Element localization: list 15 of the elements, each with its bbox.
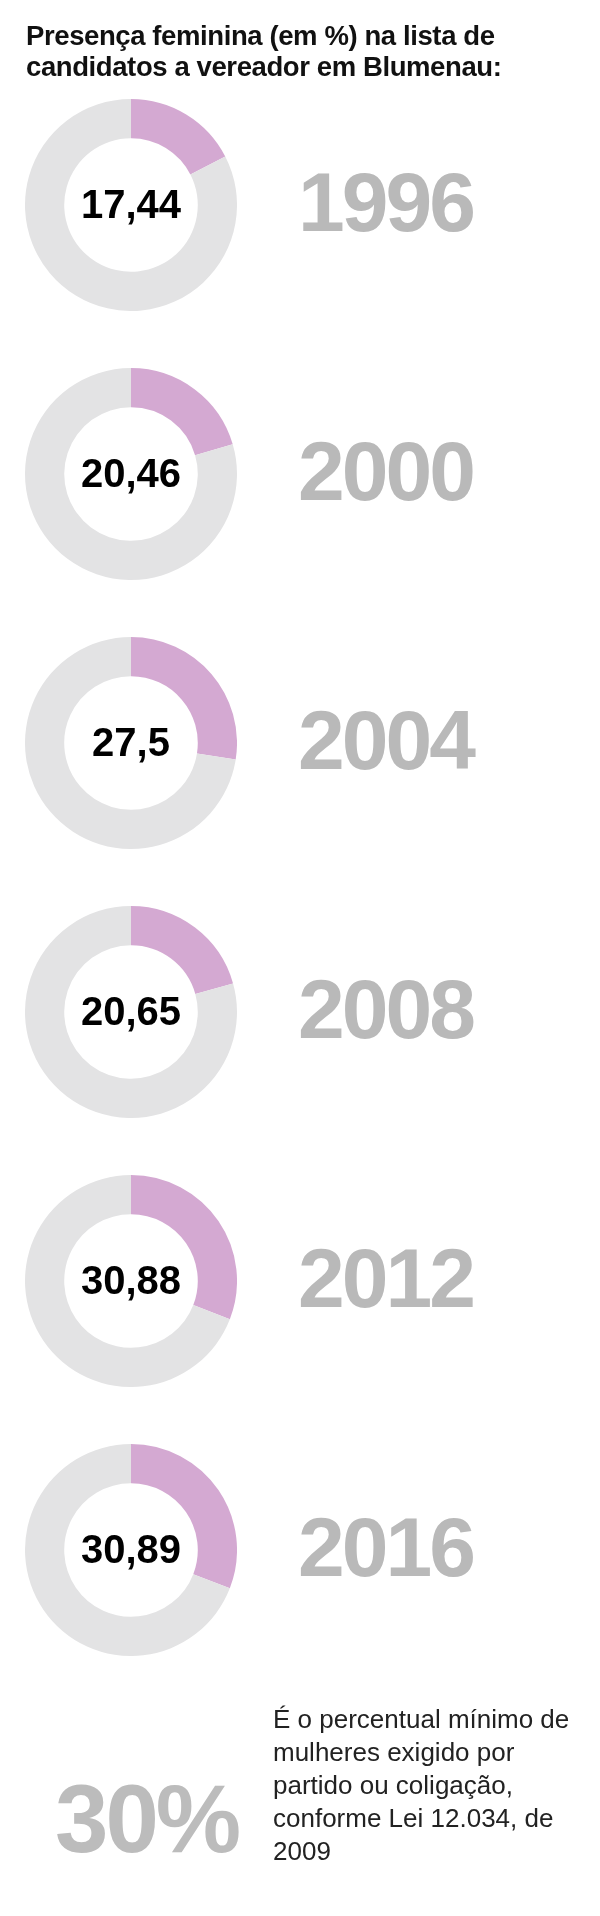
- data-label: 17,44: [80, 182, 182, 227]
- text: 2016: [298, 1500, 473, 1594]
- text: 2004: [298, 693, 473, 787]
- data-label: 30,89: [80, 1527, 182, 1572]
- text: 2012: [298, 1231, 473, 1325]
- chart-title: Presença feminina (em %) na lista de candidatos a vereador em Blumenau:: [25, 19, 503, 84]
- data-label: 27,5: [92, 720, 170, 765]
- text: É o percentual mínimo de mulheres exigido por partido ou coligação, conforme Lei 12.034, de 2009: [273, 1703, 571, 1868]
- text: 30%: [55, 1765, 239, 1872]
- data-label: 20,46: [80, 451, 182, 496]
- text: 2000: [298, 424, 473, 518]
- text: 1996: [298, 155, 473, 249]
- data-label: 20,65: [80, 989, 182, 1034]
- data-label: 30,88: [80, 1258, 182, 1303]
- text: 2008: [298, 962, 473, 1056]
